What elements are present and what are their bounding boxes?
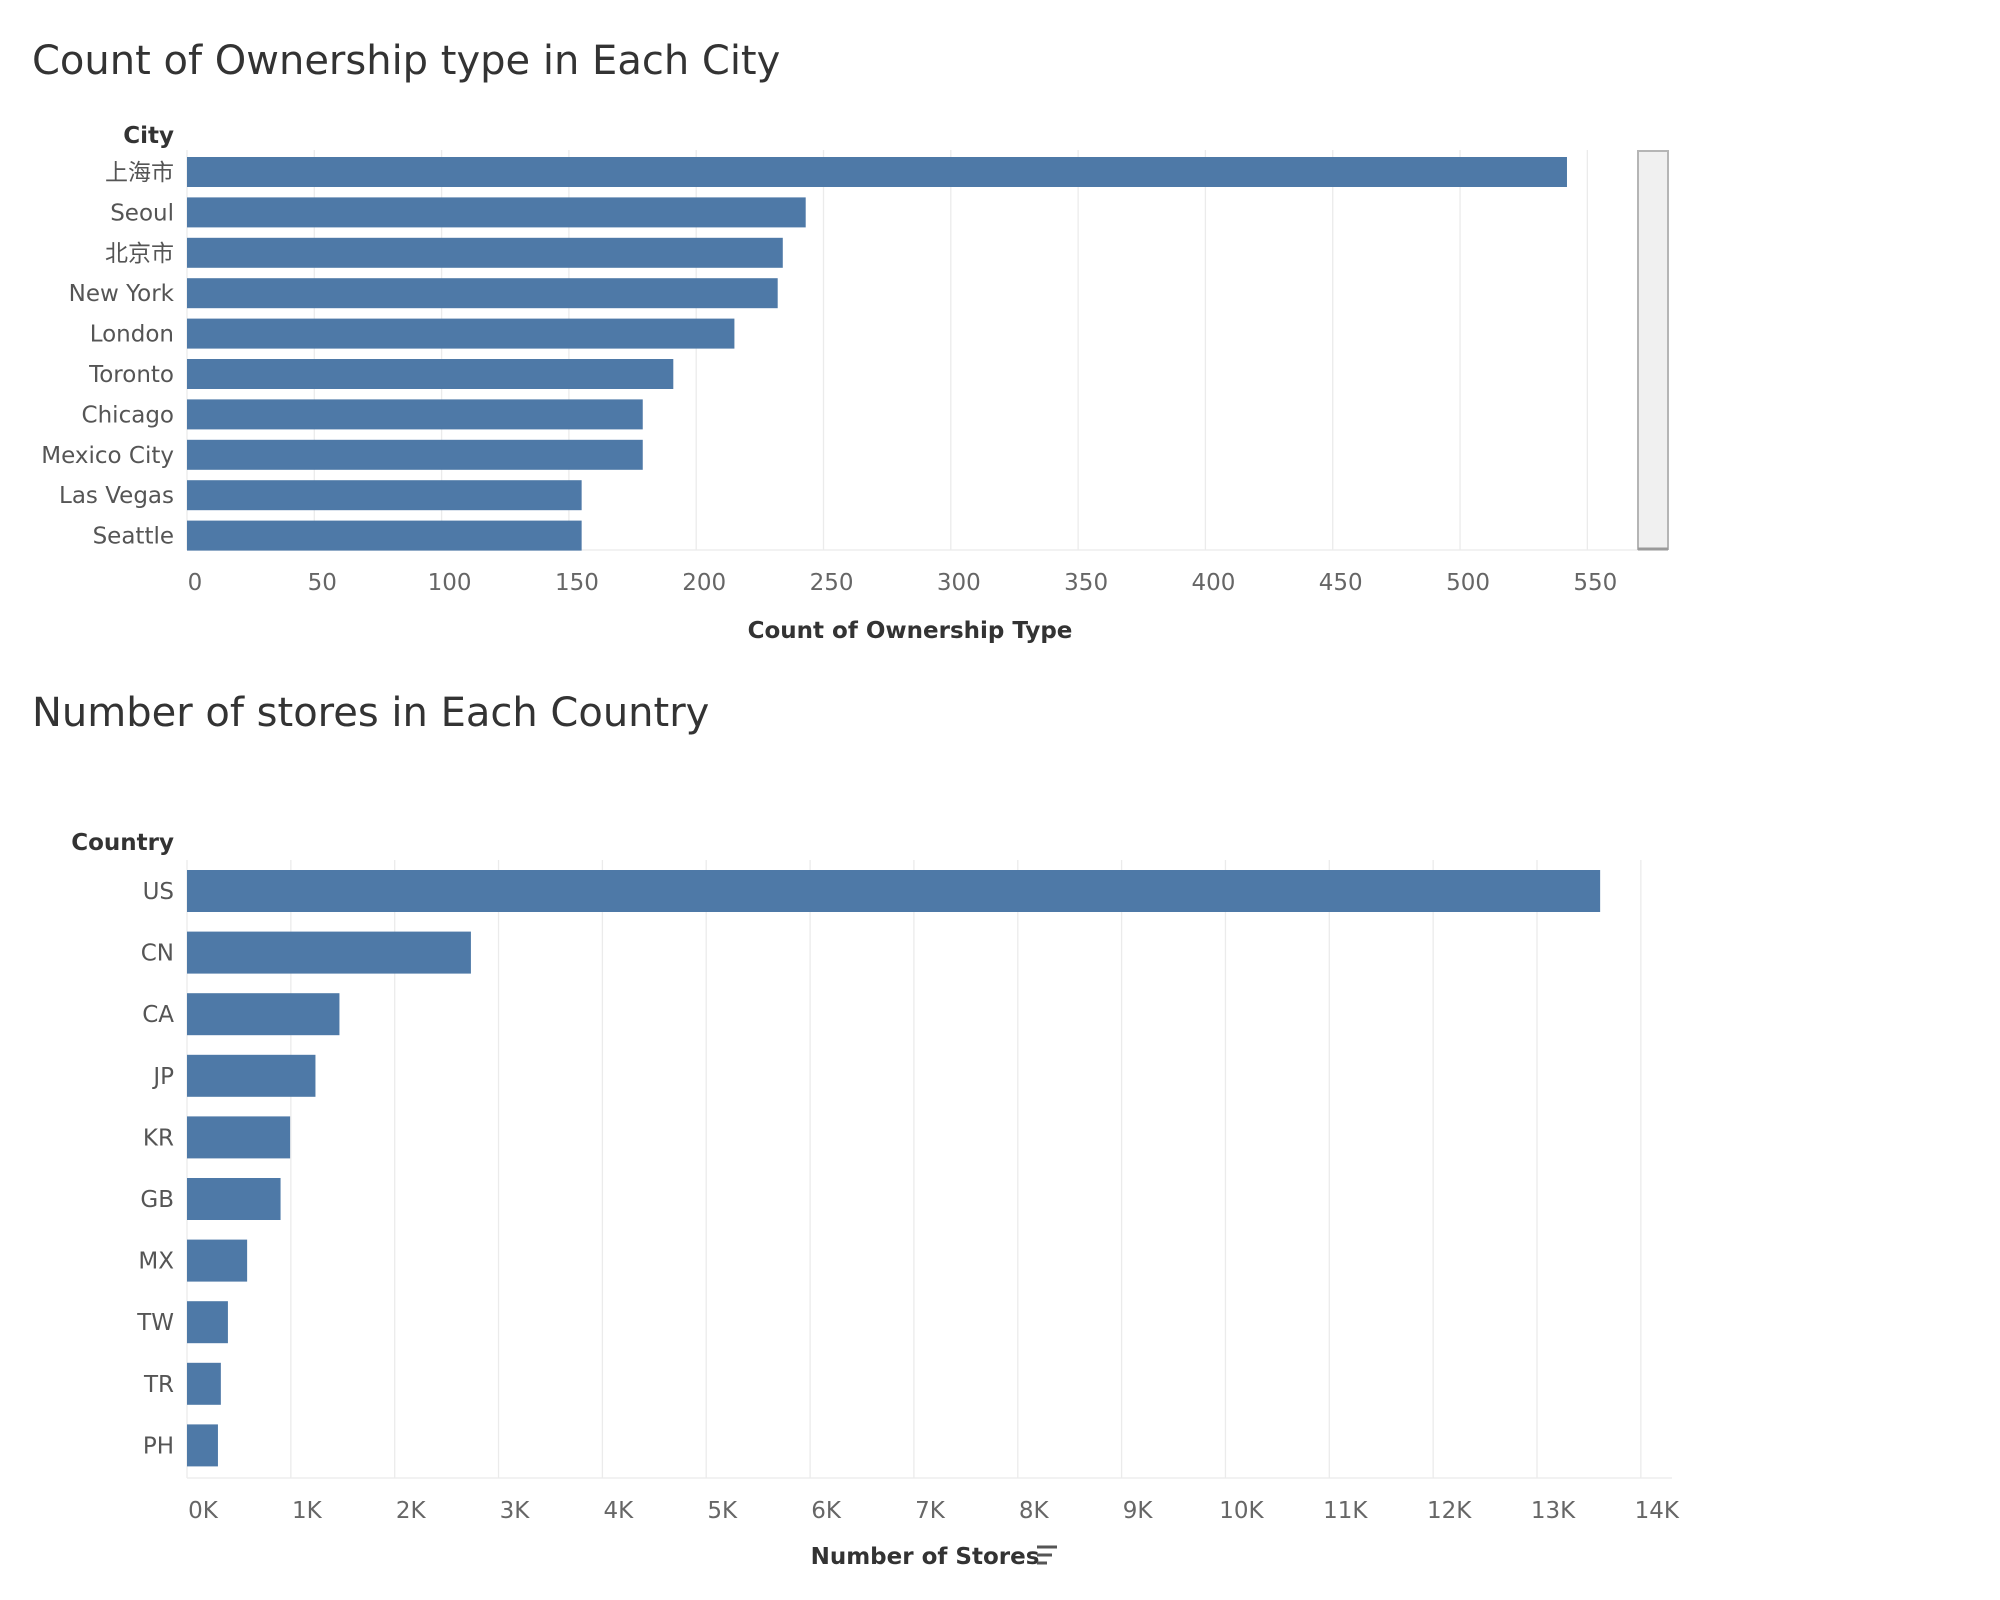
tick-label: 10K [1219,1498,1264,1524]
tick-label: 400 [1191,570,1235,596]
bar-kr [187,1116,291,1159]
chart2-title: Number of stores in Each Country [32,690,710,736]
tick-label: 50 [308,570,337,596]
chart1-title: Count of Ownership type in Each City [32,38,781,84]
category-label: TR [143,1372,174,1398]
tick-label: 9K [1123,1498,1154,1524]
bar-tw [187,1301,228,1344]
x-axis-title: Number of Stores [811,1544,1040,1570]
tick-label: 200 [682,570,726,596]
tick-label: 0 [188,570,203,596]
category-label: Mexico City [41,443,174,469]
bar-us [187,870,1601,912]
bar-mexico-city [187,439,643,470]
tick-label: 11K [1323,1498,1368,1524]
category-label: Seoul [110,200,174,226]
chart1-city-ownership: City 上海市 Seoul 北京市 New York London Toronto Chic… [41,123,1669,644]
tick-label: 4K [604,1498,635,1524]
tick-label: 1K [292,1498,323,1524]
tick-label: 100 [428,570,472,596]
bar-gb [187,1178,281,1220]
tick-label: 0K [188,1498,219,1524]
tick-label: 13K [1531,1498,1576,1524]
category-label: TW [136,1310,174,1336]
category-label: Las Vegas [59,483,174,509]
tick-label: 450 [1319,570,1363,596]
bar-toronto [187,359,674,389]
tick-label: 8K [1019,1498,1050,1524]
bar-ca [187,993,340,1036]
y-axis-title: Country [71,830,174,856]
y-axis-title: City [123,123,174,149]
tick-label: 150 [555,570,599,596]
bar-jp [187,1054,316,1097]
bar-chicago [187,399,643,430]
bar-las-vegas [187,480,582,511]
tick-label: 7K [915,1498,946,1524]
tick-label: 3K [500,1498,531,1524]
bar-seattle [187,520,582,551]
bar-seoul [187,197,806,228]
category-label: Seattle [93,524,174,550]
category-label: US [143,879,174,905]
tick-label: 500 [1446,570,1490,596]
sort-descending-icon[interactable] [1037,1545,1057,1565]
tick-label: 14K [1635,1498,1680,1524]
category-label: JP [151,1064,174,1090]
tick-label: 300 [937,570,981,596]
bar-上海市 [187,157,1567,187]
tick-label: 12K [1427,1498,1472,1524]
tick-label: 250 [810,570,854,596]
category-label: Chicago [82,402,174,428]
bar-cn [187,931,471,974]
category-label: 上海市 [105,160,174,186]
category-label: London [90,322,174,348]
category-label: New York [69,281,175,307]
category-label: 北京市 [105,241,174,267]
category-label: MX [138,1249,174,1275]
bar-london [187,318,735,349]
bar-北京市 [187,237,783,268]
category-label: CN [141,941,174,967]
tick-label: 550 [1573,570,1617,596]
category-label: KR [143,1125,174,1151]
category-label: PH [143,1433,174,1459]
category-label: GB [140,1187,174,1213]
category-label: CA [142,1002,174,1028]
tick-label: 350 [1064,570,1108,596]
category-label: Toronto [88,362,174,388]
tick-label: 5K [707,1498,738,1524]
bar-mx [187,1239,248,1282]
bar-tr [187,1362,221,1405]
tick-label: 2K [396,1498,427,1524]
bar-ph [187,1424,218,1467]
bar-new-york [187,278,778,309]
tick-label: 6K [811,1498,842,1524]
scrollbar [1637,150,1669,550]
x-axis-title: Count of Ownership Type [748,618,1073,644]
